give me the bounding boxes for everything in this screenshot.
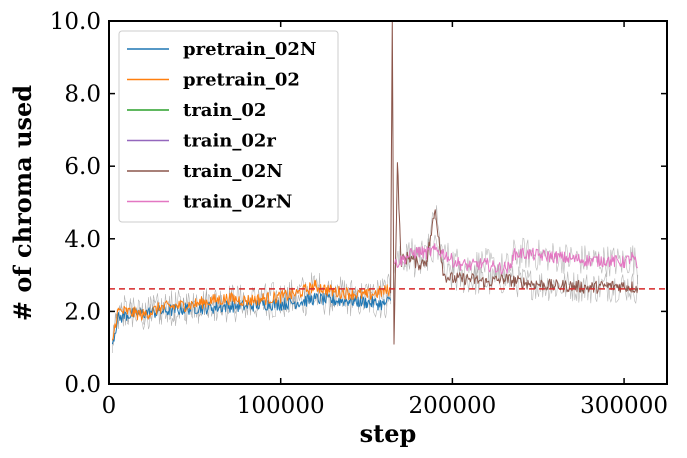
x-tick-label: 300000 [580,393,668,419]
x-tick-label: 0 [102,393,117,419]
series-line-train_02N [390,20,639,345]
x-axis-label: step [360,419,417,448]
series-line-pretrain_02 [111,279,392,341]
series-raw-trace-pretrain_02 [112,272,391,354]
y-tick-label: 2.0 [64,299,101,325]
series-layer [109,20,667,354]
legend: pretrain_02N pretrain_02 train_02 train_02r… [118,30,339,223]
legend-label-train_02r: train_02r [183,131,276,152]
y-tick-label: 10.0 [50,9,101,35]
y-tick-label: 6.0 [64,154,101,180]
x-tick-label: 200000 [408,393,496,419]
legend-label-pretrain_02: pretrain_02 [183,70,300,91]
legend-label-train_02rN: train_02rN [183,192,292,213]
axes: 0 100000 200000 300000 0.0 2.0 4.0 6.0 8.0 10.0 [50,9,668,419]
legend-label-train_02: train_02 [183,100,266,121]
x-tick-label: 100000 [237,393,325,419]
plot-frame [108,20,668,385]
legend-box [118,30,339,223]
legend-label-pretrain_02N: pretrain_02N [183,39,316,60]
y-tick-label: 0.0 [64,372,101,398]
y-tick-label: 4.0 [64,227,101,253]
legend-label-train_02N: train_02N [183,161,283,182]
y-tick-label: 8.0 [64,82,101,108]
y-axis-label: # of chroma used [8,85,37,321]
series-line-train_02rN [393,243,638,275]
